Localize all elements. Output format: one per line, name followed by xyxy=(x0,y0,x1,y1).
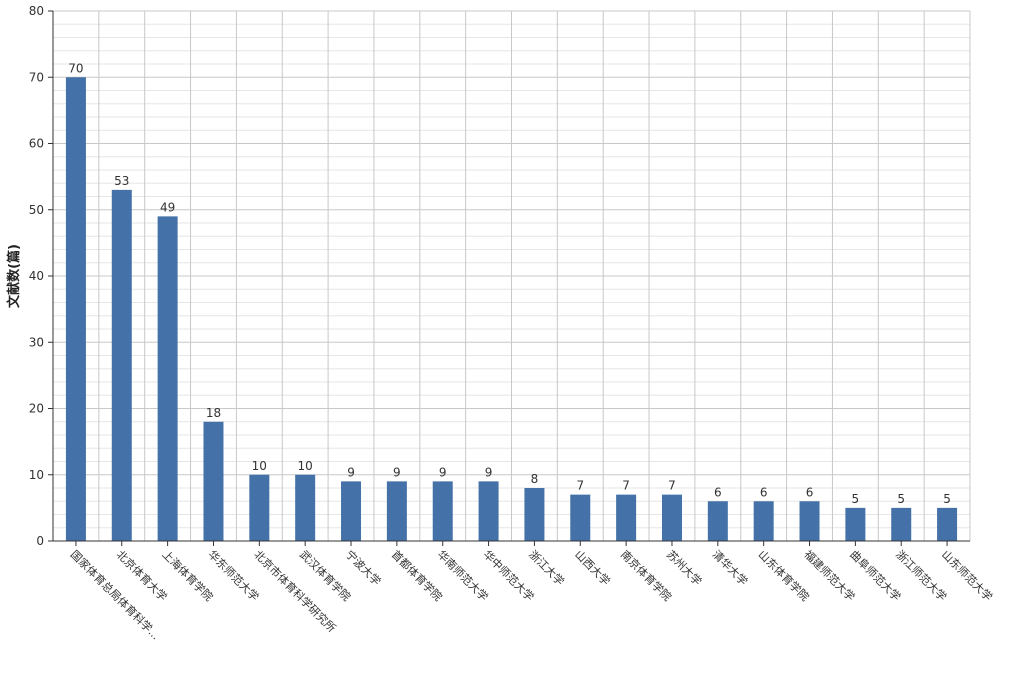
y-tick-label: 20 xyxy=(29,402,44,416)
bar-value-label: 5 xyxy=(852,492,860,506)
bar-value-label: 18 xyxy=(206,406,221,420)
bar-value-label: 9 xyxy=(393,465,401,479)
bar-value-label: 6 xyxy=(806,485,814,499)
bar xyxy=(799,501,820,541)
bar xyxy=(937,507,958,541)
bar xyxy=(570,494,591,541)
bar xyxy=(432,481,453,541)
bar-value-label: 6 xyxy=(714,485,722,499)
bar xyxy=(295,474,316,541)
x-category-label: 北京市体育科学研究所 xyxy=(251,547,339,635)
bar-value-label: 70 xyxy=(68,61,83,75)
bar-value-label: 5 xyxy=(943,492,951,506)
bar xyxy=(707,501,728,541)
bar xyxy=(249,474,270,541)
bar xyxy=(616,494,637,541)
x-category-label: 山西大学 xyxy=(572,547,613,588)
bar-value-label: 8 xyxy=(531,472,539,486)
bar-value-label: 7 xyxy=(576,479,584,493)
bar xyxy=(891,507,912,541)
bar xyxy=(661,494,682,541)
bar xyxy=(524,488,545,541)
bar xyxy=(386,481,407,541)
bar-value-label: 5 xyxy=(897,492,905,506)
x-category-label: 苏州大学 xyxy=(664,547,705,588)
bars xyxy=(65,77,958,541)
y-tick-label: 70 xyxy=(29,70,44,84)
bar xyxy=(341,481,362,541)
x-category-label: 浙江大学 xyxy=(526,547,567,588)
y-tick-label: 10 xyxy=(29,468,44,482)
bar xyxy=(203,421,224,541)
bar xyxy=(845,507,866,541)
bar-value-label: 7 xyxy=(622,479,630,493)
y-tick-label: 30 xyxy=(29,335,44,349)
y-tick-label: 0 xyxy=(36,534,44,548)
bar-value-label: 49 xyxy=(160,200,175,214)
bar-value-label: 9 xyxy=(347,465,355,479)
bar xyxy=(478,481,499,541)
bar-value-label: 9 xyxy=(439,465,447,479)
x-category-label: 国家体育总局体育科学... xyxy=(68,547,163,642)
x-category-label: 宁波大学 xyxy=(343,547,384,588)
axes xyxy=(48,10,970,546)
bar-value-label: 9 xyxy=(485,465,493,479)
bar-value-label: 10 xyxy=(252,459,267,473)
x-category-label: 清华大学 xyxy=(710,547,751,588)
y-tick-label: 50 xyxy=(29,203,44,217)
bar-value-label: 53 xyxy=(114,174,129,188)
y-tick-label: 80 xyxy=(29,4,44,18)
bar xyxy=(65,77,86,541)
bar xyxy=(157,216,178,541)
y-tick-label: 60 xyxy=(29,137,44,151)
bar xyxy=(111,189,132,541)
grid-lines xyxy=(52,10,971,542)
bar-value-label: 10 xyxy=(298,459,313,473)
bar-value-label: 7 xyxy=(668,479,676,493)
y-axis-title: 文献数(篇) xyxy=(6,244,22,308)
y-tick-label: 40 xyxy=(29,269,44,283)
bar xyxy=(753,501,774,541)
bar-value-label: 6 xyxy=(760,485,768,499)
